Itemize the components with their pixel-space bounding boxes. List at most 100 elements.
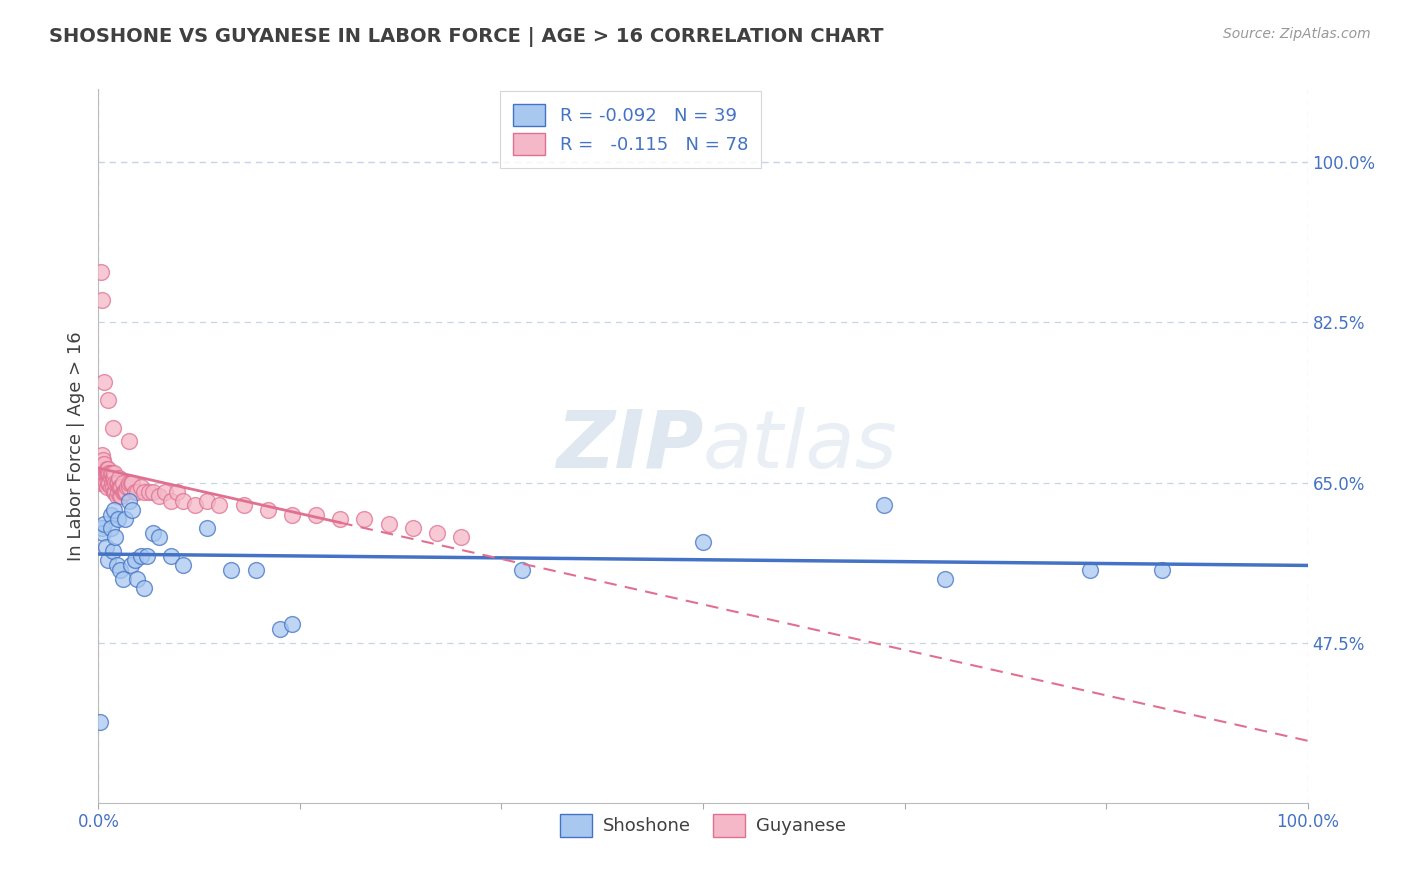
Point [104, 531, 127, 545]
Point [1078, 562, 1101, 576]
Point [97, 467, 120, 481]
Point [166, 484, 188, 499]
Point [118, 494, 141, 508]
Point [129, 549, 152, 563]
Point [91, 448, 114, 462]
Point [107, 512, 129, 526]
Point [93, 475, 115, 490]
Point [101, 480, 124, 494]
Point [138, 484, 160, 499]
Point [129, 480, 152, 494]
Point [124, 553, 146, 567]
Point [112, 484, 135, 499]
Point [114, 512, 136, 526]
Point [100, 467, 122, 481]
Point [100, 471, 122, 485]
Point [172, 494, 194, 508]
Point [107, 475, 129, 490]
Point [269, 622, 291, 636]
Text: atlas: atlas [703, 407, 898, 485]
Point [934, 572, 956, 586]
Point [100, 475, 122, 490]
Point [111, 572, 134, 586]
Point [353, 512, 375, 526]
Point [91, 521, 114, 535]
Text: ZIP: ZIP [555, 407, 703, 485]
Point [172, 558, 194, 572]
Point [91, 525, 114, 540]
Point [873, 499, 896, 513]
Point [221, 562, 243, 576]
Point [195, 494, 218, 508]
Point [114, 484, 136, 499]
Point [245, 562, 267, 576]
Point [117, 480, 139, 494]
Point [450, 531, 472, 545]
Point [184, 499, 207, 513]
Point [281, 617, 304, 632]
Point [148, 489, 170, 503]
Point [96, 467, 118, 481]
Point [148, 531, 170, 545]
Point [134, 581, 156, 595]
Point [692, 535, 714, 549]
Point [104, 484, 127, 499]
Point [124, 484, 146, 499]
Point [110, 480, 132, 494]
Point [329, 512, 352, 526]
Point [97, 553, 120, 567]
Point [101, 544, 124, 558]
Point [100, 480, 122, 494]
Point [377, 516, 399, 531]
Point [103, 484, 125, 499]
Point [93, 516, 115, 531]
Point [107, 484, 129, 499]
Point [160, 494, 183, 508]
Point [91, 452, 114, 467]
Point [97, 475, 120, 490]
Point [91, 467, 114, 481]
Point [115, 484, 138, 499]
Point [90, 265, 112, 279]
Point [94, 467, 117, 481]
Point [105, 475, 128, 490]
Point [160, 549, 183, 563]
Point [96, 480, 118, 494]
Point [232, 499, 254, 513]
Point [108, 562, 131, 576]
Point [91, 462, 114, 476]
Point [105, 558, 128, 572]
Y-axis label: In Labor Force | Age > 16: In Labor Force | Age > 16 [66, 331, 84, 561]
Point [108, 480, 131, 494]
Point [94, 475, 117, 490]
Point [208, 499, 231, 513]
Point [89, 715, 111, 730]
Point [153, 484, 176, 499]
Point [98, 467, 121, 481]
Point [1152, 562, 1174, 576]
Point [127, 572, 149, 586]
Point [111, 484, 134, 499]
Point [118, 480, 141, 494]
Point [91, 293, 114, 307]
Text: Source: ZipAtlas.com: Source: ZipAtlas.com [1223, 27, 1371, 41]
Point [135, 549, 157, 563]
Point [402, 521, 425, 535]
Point [100, 508, 122, 522]
Point [100, 521, 122, 535]
Point [101, 471, 124, 485]
Point [127, 484, 149, 499]
Point [97, 393, 120, 408]
Point [90, 462, 112, 476]
Point [134, 484, 156, 499]
Point [256, 503, 278, 517]
Point [93, 458, 115, 472]
Point [97, 462, 120, 476]
Point [120, 558, 142, 572]
Point [105, 489, 128, 503]
Point [510, 562, 533, 576]
Text: SHOSHONE VS GUYANESE IN LABOR FORCE | AGE > 16 CORRELATION CHART: SHOSHONE VS GUYANESE IN LABOR FORCE | AG… [49, 27, 884, 46]
Point [104, 475, 127, 490]
Point [111, 475, 134, 490]
Point [101, 420, 124, 434]
